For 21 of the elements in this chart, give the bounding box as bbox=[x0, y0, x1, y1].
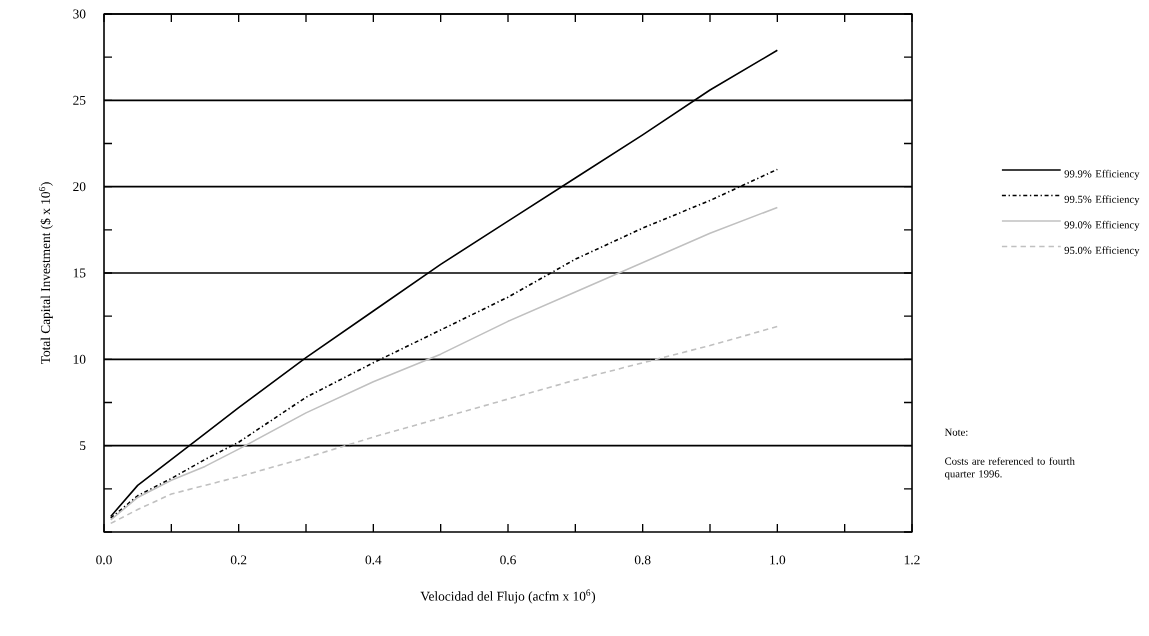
y-tick-label: 20 bbox=[73, 182, 86, 192]
text: 99.9% Efficiency bbox=[1064, 169, 1140, 180]
x-tick-label: 0.8 bbox=[634, 555, 651, 565]
x-tick-label: 0.4 bbox=[365, 555, 382, 565]
x-tick-label: 0.6 bbox=[500, 555, 516, 565]
x-axis-title: Velocidad del Flujo (acfm x 10$^{6}$) bbox=[420, 589, 596, 604]
x-tick-label: 1.0 bbox=[770, 555, 786, 565]
y-tick-label: 25 bbox=[73, 95, 86, 105]
y-tick-label: 30 bbox=[73, 9, 86, 19]
x-tick-label: 1.2 bbox=[904, 555, 920, 565]
x-tick-label: 0.2 bbox=[230, 555, 247, 565]
text: 99.0% Efficiency bbox=[1064, 220, 1140, 231]
y-tick-label: 10 bbox=[73, 354, 86, 364]
text: 99.5% Efficiency bbox=[1064, 195, 1140, 206]
text: 95.0% Efficiency bbox=[1064, 246, 1140, 257]
y-axis-title: Total Capital Investment ($ x 10$^{6}$) bbox=[38, 182, 53, 364]
text: Costs are referenced to fourth quarter 1996. bbox=[944, 457, 1075, 480]
text: Note: bbox=[944, 428, 968, 436]
x-tick-label: 0.0 bbox=[96, 555, 112, 565]
y-tick-label: 5 bbox=[80, 441, 86, 451]
y-tick-label: 15 bbox=[73, 268, 86, 278]
